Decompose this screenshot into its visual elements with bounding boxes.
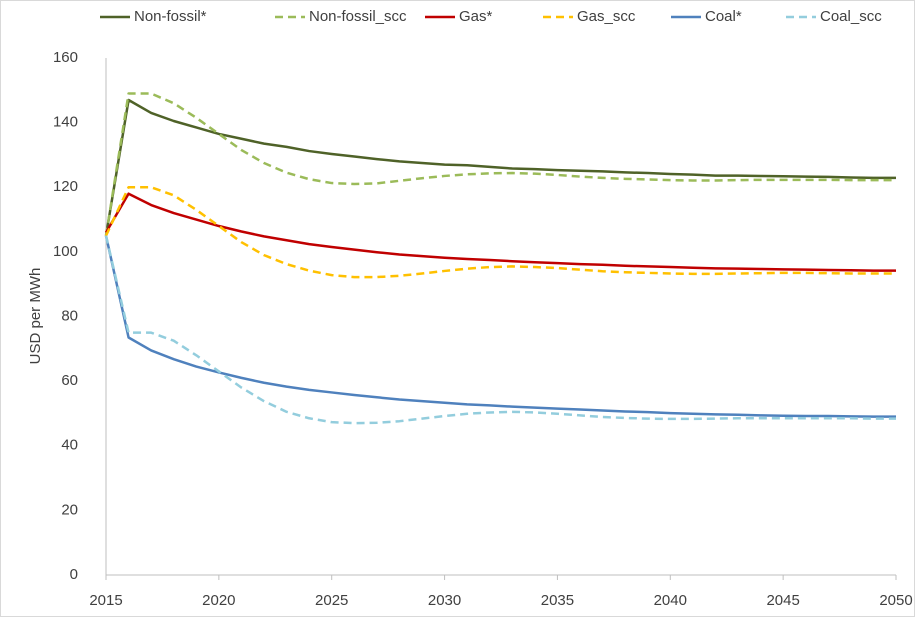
legend-label: Non-fossil_scc bbox=[309, 8, 407, 25]
series-line bbox=[104, 186, 896, 279]
x-tick-label: 2030 bbox=[428, 592, 461, 609]
x-tick-label: 2045 bbox=[766, 592, 799, 609]
x-tick-label: 2020 bbox=[202, 592, 235, 609]
y-tick-label: 120 bbox=[53, 178, 78, 195]
y-tick-label: 0 bbox=[70, 566, 78, 583]
y-tick-label: 80 bbox=[61, 307, 78, 324]
y-tick-label: 20 bbox=[61, 501, 78, 518]
series-line bbox=[104, 98, 896, 236]
x-tick-label: 2015 bbox=[89, 592, 122, 609]
legend-label: Gas* bbox=[459, 8, 493, 25]
series-line bbox=[104, 92, 896, 236]
series-line bbox=[104, 235, 896, 425]
legend-label: Coal* bbox=[705, 8, 742, 25]
x-tick-label: 2050 bbox=[879, 592, 912, 609]
legend-label: Gas_scc bbox=[577, 8, 636, 25]
y-tick-label: 60 bbox=[61, 372, 78, 389]
series-line bbox=[104, 235, 896, 418]
y-tick-label: 40 bbox=[61, 437, 78, 454]
x-tick-label: 2040 bbox=[654, 592, 687, 609]
legend-label: Coal_scc bbox=[820, 8, 882, 25]
y-axis-label: USD per MWh bbox=[27, 268, 44, 365]
series-line bbox=[104, 192, 896, 272]
y-tick-label: 100 bbox=[53, 243, 78, 260]
y-tick-label: 160 bbox=[53, 49, 78, 66]
y-tick-label: 140 bbox=[53, 114, 78, 131]
x-tick-label: 2035 bbox=[541, 592, 574, 609]
x-tick-label: 2025 bbox=[315, 592, 348, 609]
legend-label: Non-fossil* bbox=[134, 8, 207, 25]
